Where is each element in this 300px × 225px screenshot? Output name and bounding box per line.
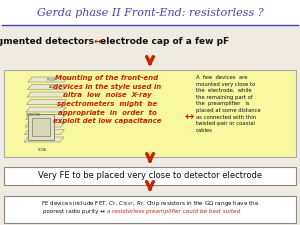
Text: SIGNAL: SIGNAL bbox=[38, 148, 48, 152]
Polygon shape bbox=[26, 115, 65, 119]
Polygon shape bbox=[28, 77, 68, 82]
Text: ↔: ↔ bbox=[184, 112, 194, 122]
Text: ↔: ↔ bbox=[93, 38, 101, 47]
Text: Very FE to be placed very close to detector electrode: Very FE to be placed very close to detec… bbox=[38, 171, 262, 180]
Text: Gerda phase II Front-End: resistorless ?: Gerda phase II Front-End: resistorless ? bbox=[37, 8, 263, 18]
Bar bbox=[4, 196, 296, 223]
Text: BEGe or segmented detectors: BEGe or segmented detectors bbox=[0, 38, 97, 47]
Text: poorest radio purity ↔: poorest radio purity ↔ bbox=[43, 209, 105, 214]
Text: Mounting of the front-end
devices in the style used in
ultra  low  noise  X-ray
: Mounting of the front-end devices in the… bbox=[53, 75, 161, 124]
Text: DETECTOR: DETECTOR bbox=[26, 113, 41, 117]
Polygon shape bbox=[26, 107, 66, 112]
Text: a resistorless preamplifier could be best suited: a resistorless preamplifier could be bes… bbox=[105, 209, 240, 214]
Text: electrode cap of a few pF: electrode cap of a few pF bbox=[97, 38, 229, 47]
Polygon shape bbox=[24, 137, 64, 142]
Polygon shape bbox=[27, 92, 67, 97]
Text: FE devices include FET, $C_F$, $C_{TEST}$, $R_F$. Chip resistors in the G$\Omega: FE devices include FET, $C_F$, $C_{TEST}… bbox=[41, 199, 259, 208]
Polygon shape bbox=[28, 85, 68, 90]
Text: A  few  devices  are
mounted very close to
the  electrode,  while
the remaining : A few devices are mounted very close to … bbox=[196, 75, 261, 133]
Bar bbox=[28, 114, 54, 140]
Polygon shape bbox=[26, 99, 67, 104]
Text: FRONT: FRONT bbox=[47, 78, 56, 82]
Text: BACK: BACK bbox=[49, 85, 56, 89]
Bar bbox=[32, 118, 50, 136]
Polygon shape bbox=[25, 130, 64, 135]
Bar bbox=[0, 0, 300, 25]
Polygon shape bbox=[25, 122, 65, 127]
Bar bbox=[0, 25, 300, 58]
Bar bbox=[4, 70, 296, 157]
Bar bbox=[4, 167, 296, 185]
